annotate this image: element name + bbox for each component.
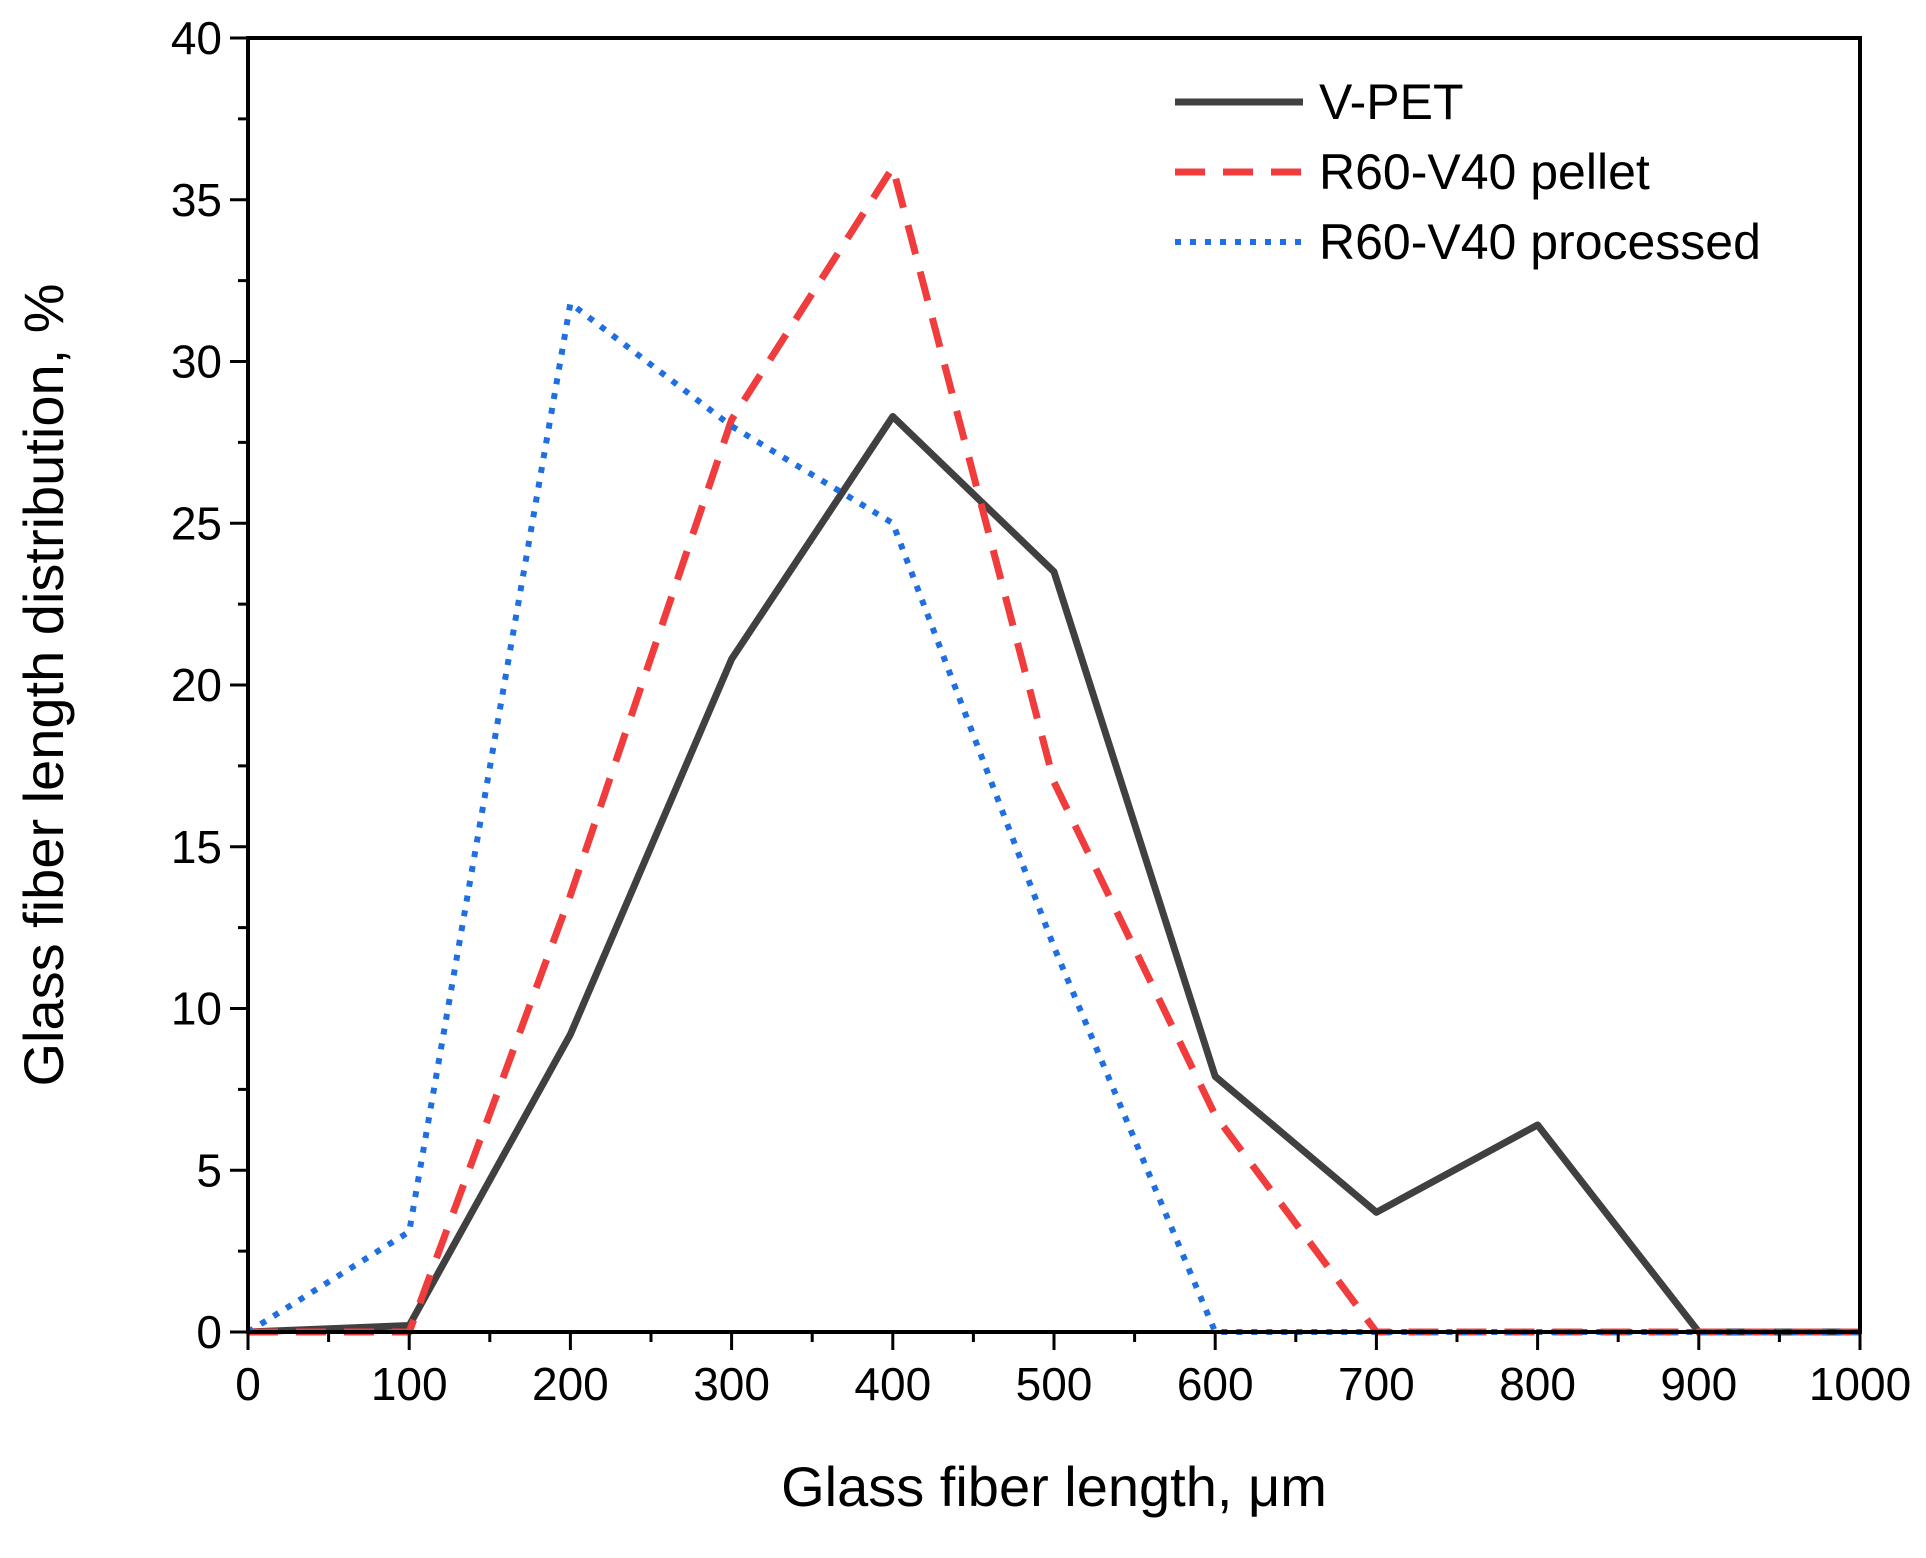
x-tick-label: 700 [1338, 1358, 1415, 1410]
series-line-1 [248, 163, 1860, 1336]
x-tick-label: 200 [532, 1358, 609, 1410]
x-axis: 0 100 200 300 400 500 600 700 800 900 1000 [235, 1332, 1911, 1410]
plot-lines [246, 163, 1860, 1336]
legend-label-2: R60-V40 processed [1319, 214, 1761, 270]
legend: V-PET R60-V40 pellet R60-V40 processed [1175, 74, 1761, 270]
x-tick-label: 300 [693, 1358, 770, 1410]
legend-label-1: R60-V40 pellet [1319, 144, 1650, 200]
y-tick-label: 30 [171, 336, 222, 388]
y-tick-label: 20 [171, 659, 222, 711]
y-tick-label: 0 [196, 1306, 222, 1358]
x-tick-label: 600 [1177, 1358, 1254, 1410]
x-tick-label: 500 [1016, 1358, 1093, 1410]
x-axis-label: Glass fiber length, μm [781, 1455, 1327, 1518]
y-tick-label: 5 [196, 1144, 222, 1196]
legend-label-0: V-PET [1319, 74, 1463, 130]
y-tick-label: 15 [171, 821, 222, 873]
y-axis: 0 5 10 15 20 25 30 35 40 [171, 12, 248, 1358]
y-axis-label: Glass fiber length distribution, % [12, 283, 75, 1086]
x-tick-label: 400 [854, 1358, 931, 1410]
x-tick-label: 900 [1660, 1358, 1737, 1410]
y-tick-label: 25 [171, 497, 222, 549]
y-tick-label: 40 [171, 12, 222, 64]
series-line-0 [247, 412, 1860, 1336]
y-tick-label: 10 [171, 983, 222, 1035]
x-tick-label: 0 [235, 1358, 261, 1410]
x-tick-label: 1000 [1809, 1358, 1911, 1410]
x-tick-label: 800 [1499, 1358, 1576, 1410]
y-tick-label: 35 [171, 174, 222, 226]
x-tick-label: 100 [371, 1358, 448, 1410]
